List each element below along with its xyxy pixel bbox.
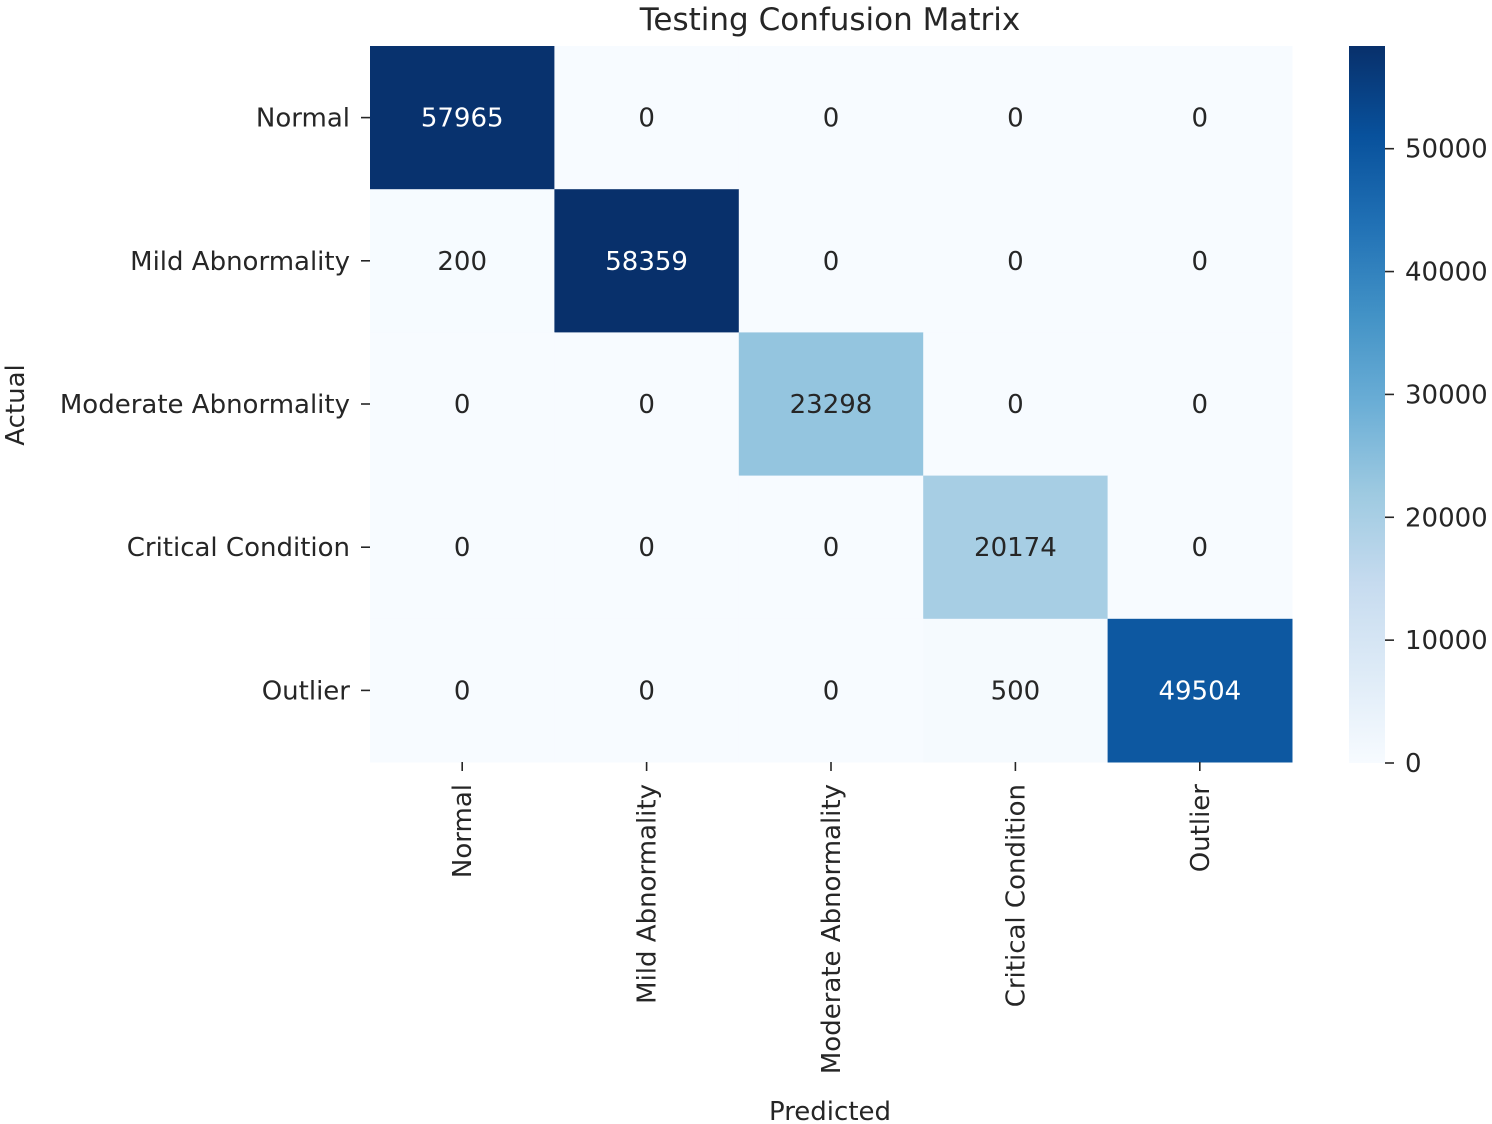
x-tick-label: Moderate Abnormality (817, 784, 847, 1074)
y-tick-label: Mild Abnormality (130, 247, 350, 277)
y-axis: Normal Mild Abnormality Moderate Abnormali… (60, 104, 370, 706)
heatmap-cell (738, 189, 924, 333)
heatmap-cell (923, 46, 1109, 190)
heatmap-cell (554, 332, 740, 477)
heatmap-cell (738, 46, 924, 190)
heatmap-cell (738, 475, 924, 620)
heatmap-cell (370, 46, 555, 190)
heatmap-cell (738, 332, 924, 477)
colorbar-tick-label: 20000 (1405, 503, 1488, 533)
y-tick-label: Normal (256, 104, 350, 134)
cell-value-label: 0 (823, 676, 840, 706)
cell-value-label: 0 (823, 247, 840, 277)
y-tick-label: Moderate Abnormality (60, 390, 350, 420)
heatmap-cell (554, 618, 740, 763)
heatmap-cell (923, 475, 1109, 620)
heatmap-cell (554, 46, 740, 190)
cell-value-label: 0 (638, 104, 655, 134)
cell-value-label: 0 (1007, 390, 1024, 420)
colorbar-tick-label: 0 (1405, 749, 1422, 779)
cell-value-label: 49504 (1158, 676, 1241, 706)
cell-value-label: 58359 (605, 247, 688, 277)
colorbar-tick-label: 50000 (1405, 135, 1488, 165)
heatmap-cell (738, 618, 924, 763)
chart-title: Testing Confusion Matrix (639, 2, 1021, 38)
colorbar-tick-label: 40000 (1405, 258, 1488, 288)
y-tick-label: Critical Condition (127, 533, 350, 563)
cell-value-label: 0 (1007, 247, 1024, 277)
y-axis-label: Actual (1, 364, 31, 445)
cell-value-label: 0 (454, 390, 471, 420)
cell-value-label: 500 (991, 676, 1041, 706)
cell-value-label: 0 (1007, 104, 1024, 134)
heatmap-cell (923, 618, 1109, 763)
heatmap-cell (923, 189, 1109, 333)
colorbar-tick-label: 10000 (1405, 626, 1488, 656)
x-tick-label: Critical Condition (1001, 784, 1031, 1007)
x-tick-label: Outlier (1186, 784, 1216, 873)
heatmap-cell (554, 475, 740, 620)
heatmap-cell (370, 332, 555, 477)
x-tick-label: Normal (448, 784, 478, 878)
heatmap-cell (370, 189, 555, 333)
cell-value-label: 0 (638, 390, 655, 420)
heatmap-cell (1107, 332, 1293, 477)
heatmap-cell (1107, 475, 1293, 620)
heatmap-cell (923, 332, 1109, 477)
x-axis: Normal Mild Abnormality Moderate Abnormali… (448, 762, 1216, 1074)
heatmap-cell (554, 189, 740, 333)
cell-value-label: 0 (638, 676, 655, 706)
y-tick-label: Outlier (262, 676, 351, 706)
cell-value-label: 0 (1192, 104, 1209, 134)
cell-value-label: 0 (823, 533, 840, 563)
heatmap-cell (370, 475, 555, 620)
heatmap-cell (1107, 618, 1293, 763)
colorbar (1349, 46, 1385, 763)
cell-value-label: 0 (1192, 390, 1209, 420)
cell-value-label: 0 (638, 533, 655, 563)
x-axis-label: Predicted (769, 1097, 891, 1124)
x-tick-label: Mild Abnormality (633, 784, 663, 1004)
cell-value-label: 200 (437, 247, 487, 277)
cell-value-label: 0 (1192, 247, 1209, 277)
heatmap-cell-labels: 57965 0 0 0 0 200 58359 0 0 0 0 0 23298 0 0 0 0 0 20174 0 0 0… (421, 104, 1241, 707)
heatmap-cell (370, 618, 555, 763)
cell-value-label: 57965 (421, 104, 504, 134)
cell-value-label: 23298 (790, 390, 873, 420)
cell-value-label: 20174 (974, 533, 1057, 563)
colorbar-tick-label: 30000 (1405, 380, 1488, 410)
heatmap-cells (370, 46, 1293, 763)
heatmap-cell (1107, 189, 1293, 333)
cell-value-label: 0 (1192, 533, 1209, 563)
cell-value-label: 0 (454, 676, 471, 706)
cell-value-label: 0 (454, 533, 471, 563)
colorbar-ticks: 0 10000 20000 30000 40000 50000 (1385, 135, 1488, 779)
heatmap-cell (1107, 46, 1293, 190)
cell-value-label: 0 (823, 104, 840, 134)
